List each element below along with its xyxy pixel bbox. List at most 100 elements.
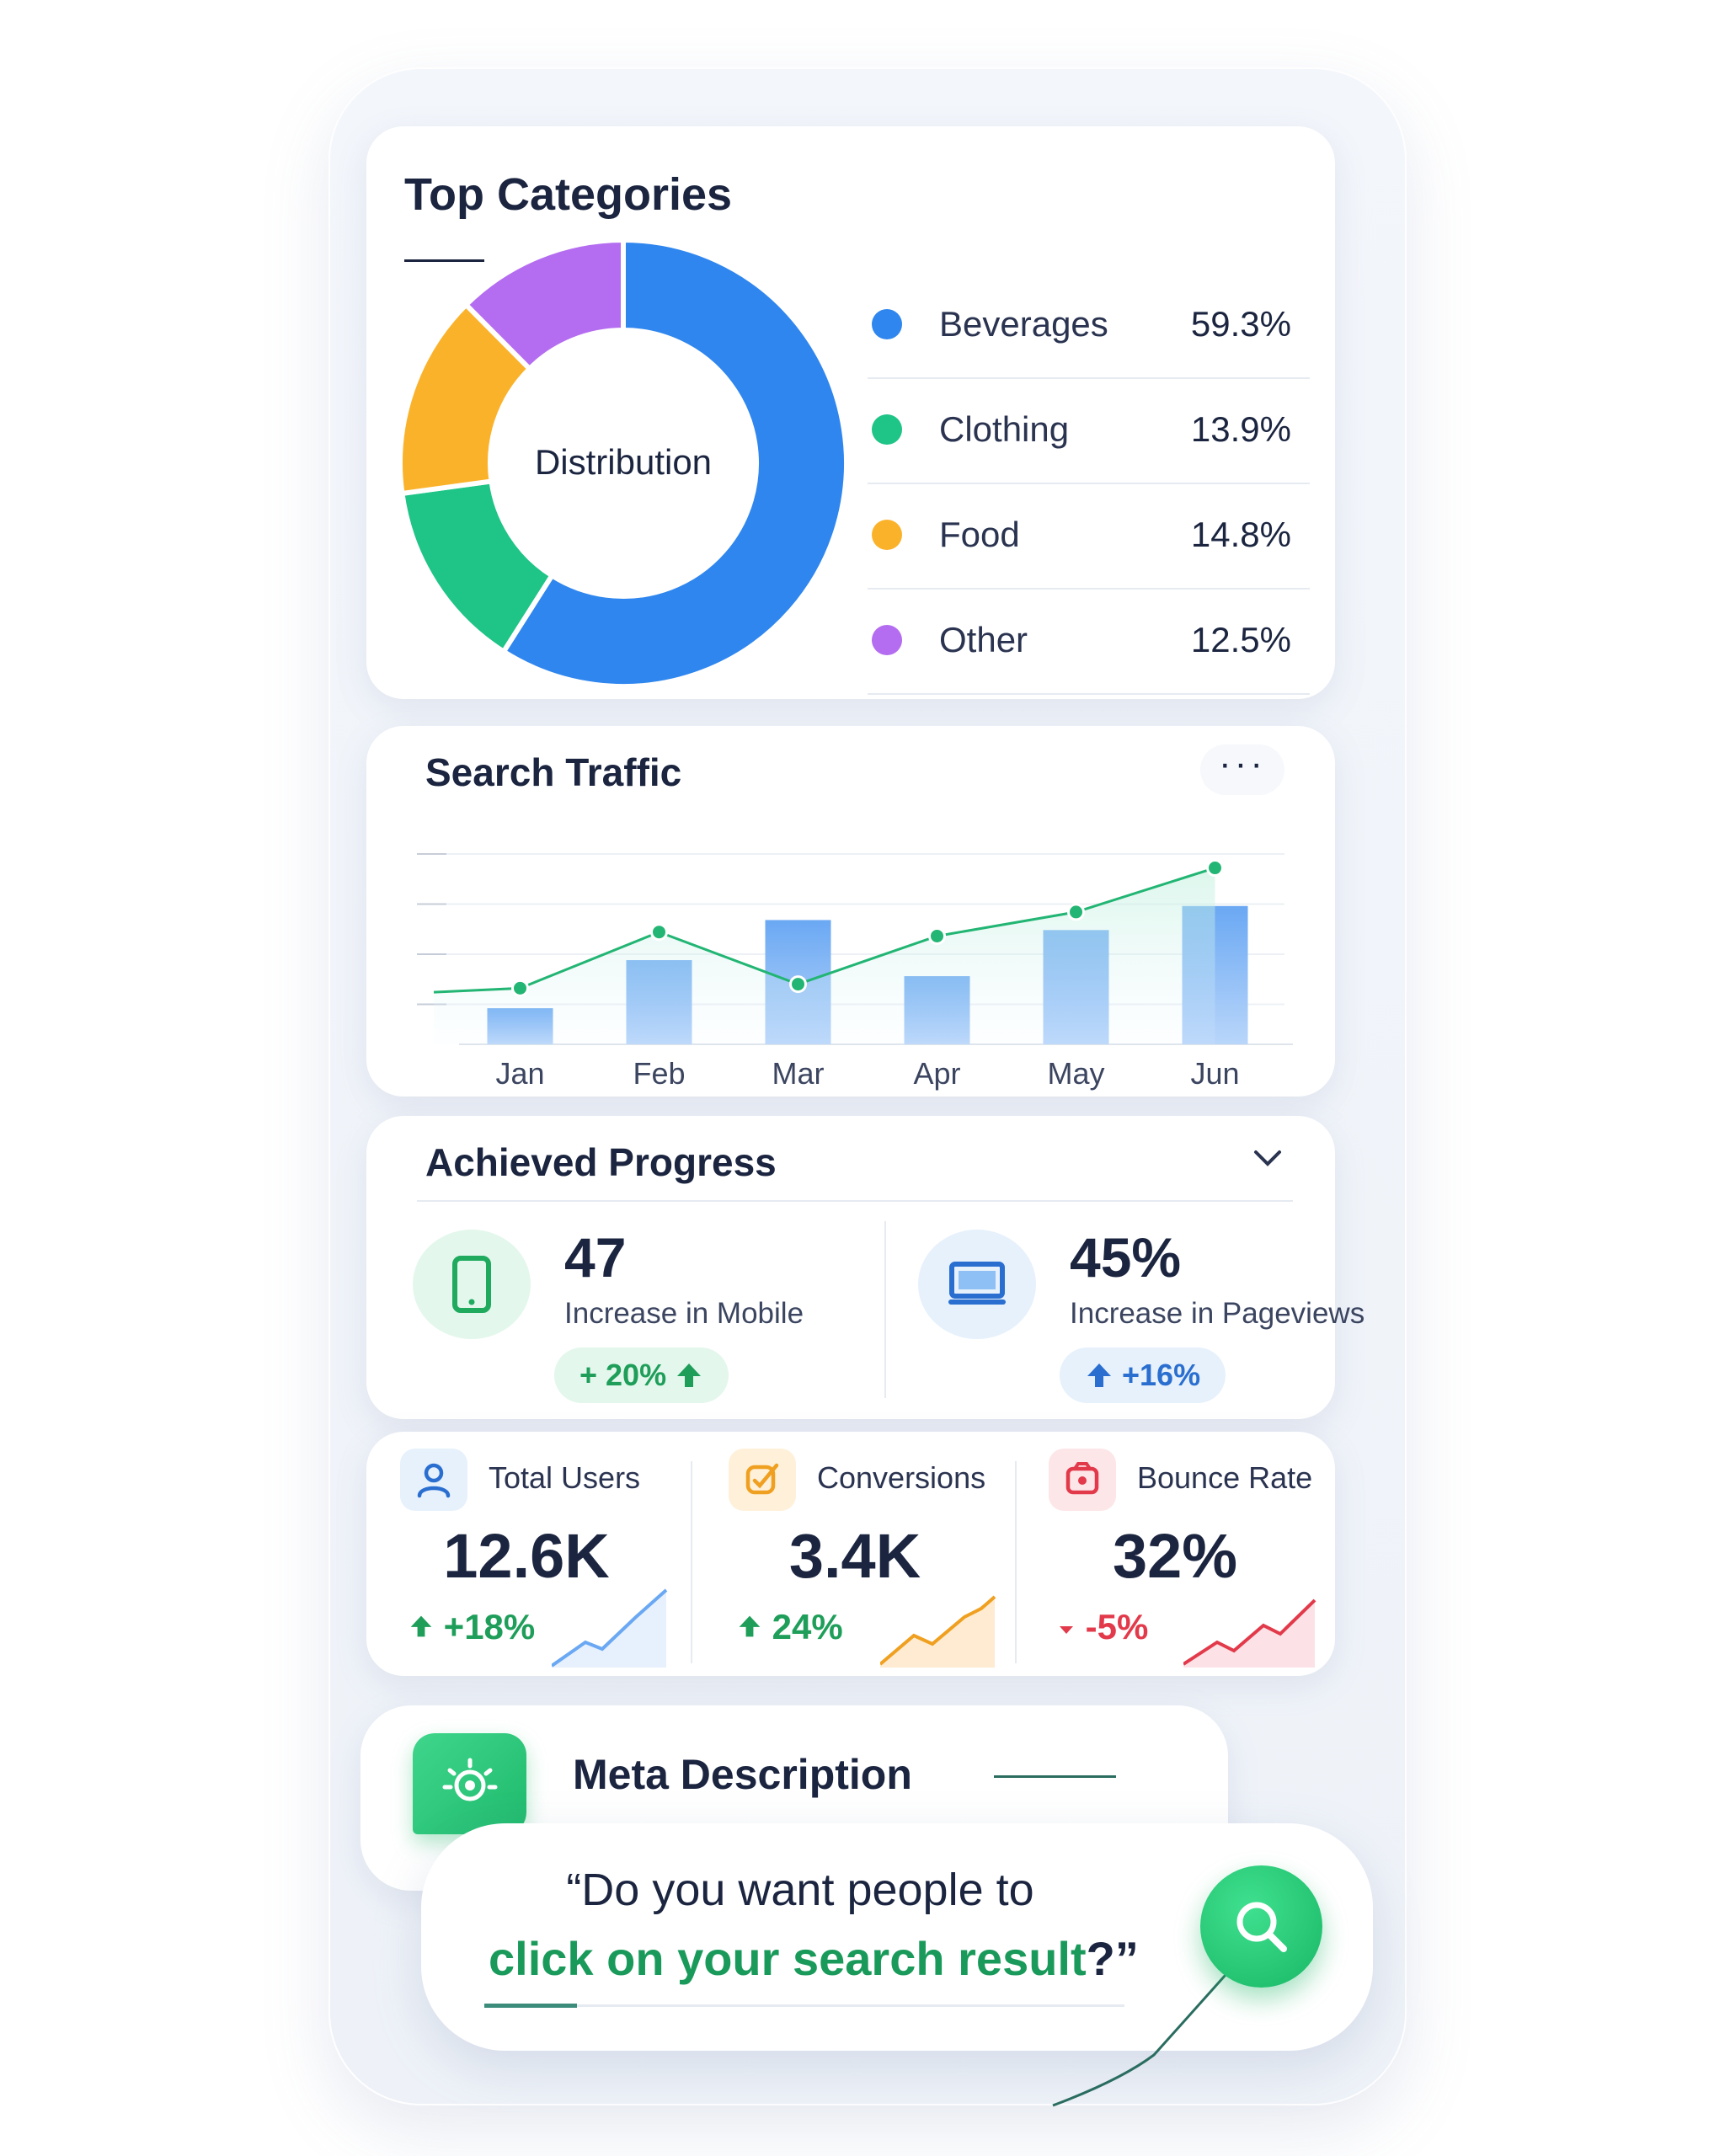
legend-dot bbox=[872, 414, 902, 445]
x-tick-label: Jan bbox=[495, 1056, 544, 1091]
top-categories-title: Top Categories bbox=[404, 169, 733, 220]
kpi-total-users: Total Users 12.6K +18% bbox=[366, 1432, 686, 1676]
kpi-value: 32% bbox=[1112, 1521, 1238, 1591]
pageviews-value: 45% bbox=[1070, 1226, 1182, 1289]
arrow-down-icon bbox=[1060, 1626, 1073, 1634]
legend-item: Food 14.8% bbox=[868, 484, 1310, 590]
legend-item: Beverages 59.3% bbox=[868, 274, 1310, 379]
mobile-value: 47 bbox=[564, 1226, 627, 1289]
legend-name: Food bbox=[939, 515, 1020, 554]
donut-hole bbox=[492, 332, 755, 595]
donut-slice-beverages bbox=[499, 237, 849, 689]
kpi-delta-text: 24% bbox=[772, 1607, 843, 1646]
category-legend: Beverages 59.3% Clothing 13.9% Food 14.8… bbox=[868, 274, 1310, 695]
mobile-label: Increase in Mobile bbox=[564, 1297, 804, 1330]
divider bbox=[884, 1221, 886, 1398]
kpi-delta-text: -5% bbox=[1085, 1607, 1149, 1646]
legend-value: 14.8% bbox=[1190, 515, 1291, 554]
traffic-point-may bbox=[1067, 903, 1085, 921]
edit-check-icon bbox=[729, 1449, 796, 1511]
traffic-point-feb bbox=[650, 923, 668, 942]
quote-underline-accent bbox=[484, 2004, 577, 2008]
kpi-delta: +18% bbox=[409, 1607, 535, 1647]
chevron-down-icon[interactable] bbox=[1251, 1141, 1284, 1179]
kpi-bounce-rate: Bounce Rate 32% -5% bbox=[1015, 1432, 1335, 1676]
arrow-up-icon bbox=[410, 1615, 432, 1637]
x-tick-label: Feb bbox=[633, 1056, 685, 1091]
title-underline bbox=[404, 259, 484, 262]
bounce-icon bbox=[1049, 1449, 1116, 1511]
search-traffic-title: Search Traffic bbox=[425, 750, 682, 794]
kpi-label: Total Users bbox=[489, 1460, 641, 1495]
x-tick-label: May bbox=[1047, 1056, 1104, 1091]
quote-line: “Do you want people to bbox=[566, 1865, 1034, 1915]
legend-item: Other 12.5% bbox=[868, 590, 1310, 695]
pageviews-metric: 45% Increase in Pageviews +16% bbox=[918, 1221, 1365, 1403]
kpi-card: Total Users 12.6K +18% Conversions 3.4K … bbox=[366, 1432, 1335, 1676]
quote-highlight-line: click on your search result?” bbox=[489, 1931, 1139, 1986]
more-options-button[interactable]: ··· bbox=[1200, 744, 1284, 795]
kpi-delta-text: +18% bbox=[443, 1607, 536, 1646]
legend-dot bbox=[872, 520, 902, 550]
donut-slice-food bbox=[398, 301, 533, 497]
legend-value: 12.5% bbox=[1190, 620, 1291, 659]
pageviews-delta-badge: +16% bbox=[1060, 1348, 1226, 1403]
kpi-label: Bounce Rate bbox=[1137, 1460, 1313, 1495]
legend-dot bbox=[872, 309, 902, 339]
arrow-up-icon bbox=[739, 1615, 761, 1637]
search-traffic-card: Jan Feb Mar Apr May Jun Search Traffic ··· bbox=[366, 726, 1335, 1097]
kpi-value: 3.4K bbox=[788, 1521, 921, 1591]
mobile-delta: + 20% bbox=[579, 1358, 667, 1392]
traffic-point-apr bbox=[928, 926, 946, 945]
divider bbox=[691, 1461, 692, 1663]
pageviews-delta: +16% bbox=[1122, 1358, 1201, 1392]
kpi-label: Conversions bbox=[817, 1460, 986, 1495]
quote-highlight: click on your search result bbox=[489, 1932, 1087, 1985]
legend-name: Beverages bbox=[939, 304, 1108, 344]
donut-center-label: Distribution bbox=[535, 442, 712, 482]
arrow-up-icon bbox=[1087, 1364, 1111, 1387]
kpi-delta: -5% bbox=[1057, 1607, 1148, 1647]
divider bbox=[1015, 1461, 1017, 1663]
distribution-donut-chart: Distribution bbox=[398, 237, 849, 689]
traffic-point-mar bbox=[789, 975, 807, 994]
top-categories-card: Top Categories Distribution Beverages 59… bbox=[366, 126, 1335, 699]
search-button[interactable] bbox=[1200, 1865, 1322, 1988]
legend-name: Clothing bbox=[939, 409, 1070, 449]
traffic-point-jun bbox=[1206, 859, 1224, 878]
achieved-progress-title: Achieved Progress bbox=[425, 1140, 777, 1184]
legend-name: Other bbox=[939, 620, 1028, 659]
bulb-badge-icon bbox=[413, 1733, 526, 1834]
pageviews-label: Increase in Pageviews bbox=[1070, 1297, 1365, 1330]
donut-slice-other bbox=[462, 237, 626, 373]
search-icon bbox=[1236, 1902, 1287, 1952]
legend-value: 13.9% bbox=[1190, 409, 1291, 449]
meta-description-title: Meta Description bbox=[573, 1751, 912, 1798]
x-tick-label: Mar bbox=[772, 1056, 825, 1091]
x-tick-label: Jun bbox=[1190, 1056, 1239, 1091]
search-traffic-chart: Jan Feb Mar Apr May Jun bbox=[417, 853, 1293, 1091]
mobile-metric: 47 Increase in Mobile + 20% bbox=[413, 1221, 868, 1403]
traffic-point-jan bbox=[511, 979, 529, 997]
sparkline bbox=[880, 1595, 996, 1668]
legend-dot bbox=[872, 625, 902, 655]
quote-underline bbox=[484, 2004, 1124, 2007]
legend-value: 59.3% bbox=[1190, 304, 1291, 344]
quote-end: ?” bbox=[1086, 1932, 1139, 1985]
user-icon bbox=[400, 1449, 467, 1511]
monitor-icon bbox=[918, 1230, 1036, 1339]
sparkline bbox=[1183, 1598, 1316, 1668]
achieved-progress-card: Achieved Progress 47 Increase in Mobile … bbox=[366, 1116, 1365, 1419]
x-tick-label: Apr bbox=[913, 1056, 960, 1091]
kpi-conversions: Conversions 3.4K 24% bbox=[695, 1432, 1015, 1676]
mobile-delta-badge: + 20% bbox=[554, 1348, 729, 1403]
sparkline bbox=[552, 1588, 668, 1668]
traffic-line-area bbox=[434, 867, 1215, 1044]
title-accent-line bbox=[994, 1775, 1116, 1778]
divider bbox=[417, 1200, 1293, 1202]
kpi-value: 12.6K bbox=[443, 1521, 610, 1591]
arrow-up-icon bbox=[677, 1364, 702, 1387]
legend-item: Clothing 13.9% bbox=[868, 379, 1310, 484]
mobile-icon bbox=[413, 1230, 531, 1339]
kpi-delta: 24% bbox=[737, 1607, 843, 1647]
